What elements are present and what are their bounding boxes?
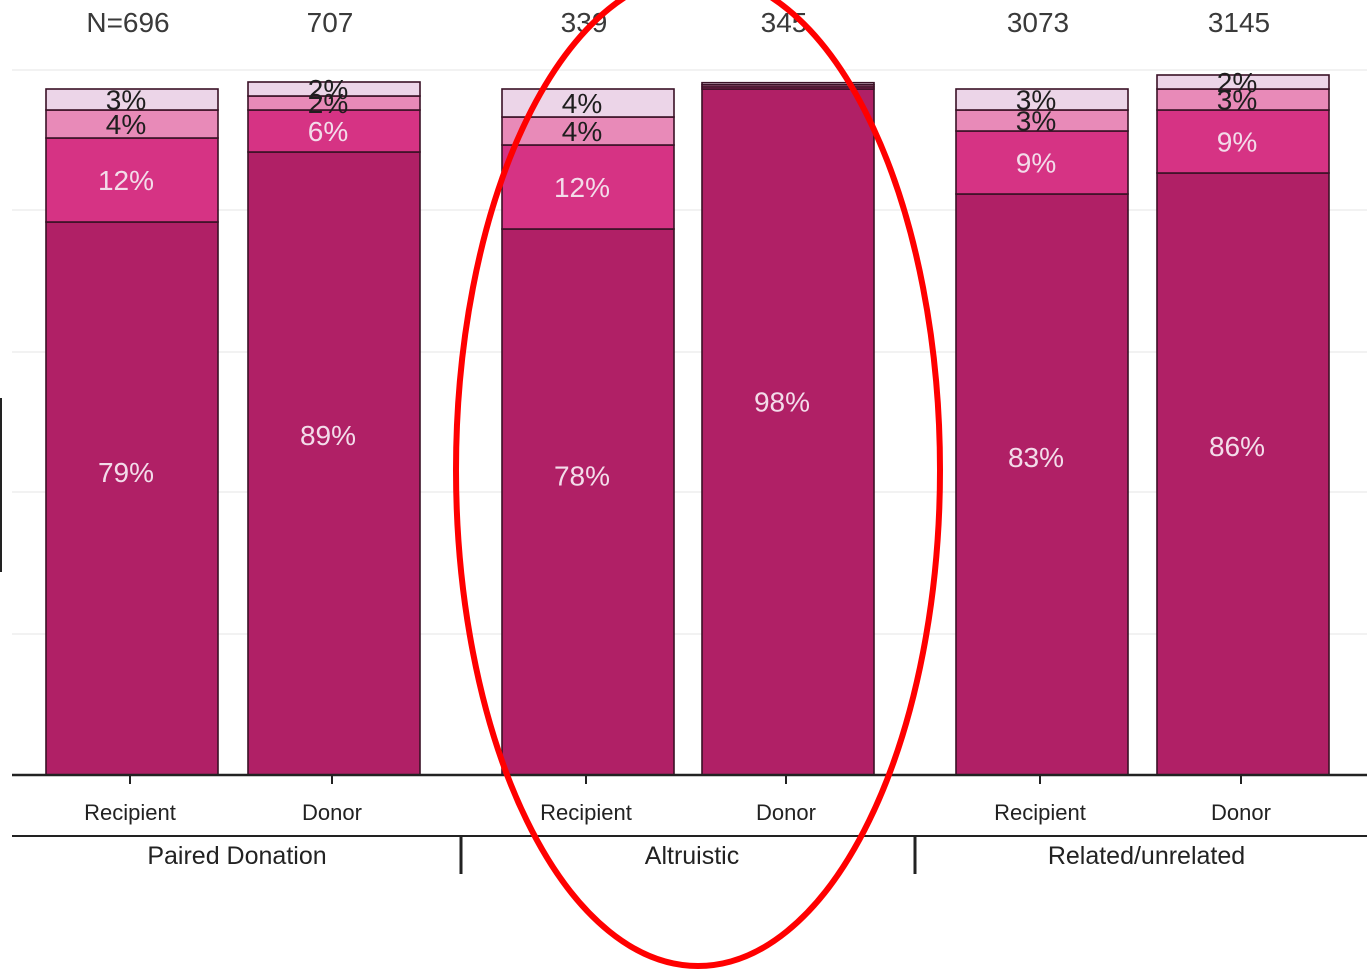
group-label: Paired Donation	[147, 842, 326, 870]
bar-segment	[45, 221, 219, 776]
bar-segment	[501, 116, 675, 146]
data-label: 3%	[1016, 85, 1056, 116]
x-tick-label: Recipient	[84, 800, 176, 825]
sample-size-labels: N=696 707 339 345 3073 3145	[86, 7, 1270, 38]
bar-segment	[1156, 172, 1330, 776]
bar-segment	[955, 88, 1129, 111]
bar-segment	[1156, 109, 1330, 174]
sample-size-label: 3073	[1007, 7, 1069, 38]
data-label: 4%	[562, 88, 602, 119]
segment-labels: 79%12%4%3%89%6%2%2%78%12%4%4%98%83%9%3%3…	[98, 67, 1265, 492]
bar-segment	[501, 144, 675, 230]
bar-segment	[701, 81, 875, 86]
sample-size-label: 3145	[1208, 7, 1270, 38]
data-label: 89%	[300, 420, 356, 451]
data-label: 98%	[754, 386, 810, 417]
data-label: 12%	[554, 172, 610, 203]
data-label: 12%	[98, 165, 154, 196]
gridlines	[12, 69, 1367, 635]
bar-segment	[955, 130, 1129, 195]
bar-segment	[247, 151, 421, 776]
data-label: 3%	[1217, 85, 1257, 116]
bar-segment	[45, 88, 219, 111]
bar-segment	[955, 193, 1129, 776]
data-label: 3%	[1016, 106, 1056, 137]
bar-segment	[1156, 74, 1330, 90]
data-label: 4%	[562, 116, 602, 147]
group-label: Related/unrelated	[1048, 842, 1245, 870]
bar-segment	[501, 228, 675, 776]
data-label: 2%	[1217, 67, 1257, 98]
x-tick-label: Donor	[756, 800, 816, 825]
data-label: 83%	[1008, 442, 1064, 473]
bar-segment	[247, 81, 421, 97]
x-axis: Recipient Donor Recipient Donor Recipient Don…	[12, 773, 1367, 874]
highlight-ellipse	[453, 0, 943, 969]
x-tick-label: Recipient	[540, 800, 632, 825]
data-label: 9%	[1016, 148, 1056, 179]
data-label: 79%	[98, 457, 154, 488]
group-label: Altruistic	[645, 842, 739, 870]
bars	[45, 74, 1330, 776]
data-label: 2%	[308, 88, 348, 119]
data-label: 4%	[106, 109, 146, 140]
sample-size-label: N=696	[86, 7, 169, 38]
x-tick-label: Recipient	[994, 800, 1086, 825]
data-label: 86%	[1209, 431, 1265, 462]
data-label: 3%	[106, 85, 146, 116]
highlight-ellipse-shape	[453, 0, 943, 969]
data-label: 2%	[308, 74, 348, 105]
sample-size-label: 707	[307, 7, 354, 38]
data-label: 6%	[308, 116, 348, 147]
x-tick-label: Donor	[1211, 800, 1271, 825]
x-tick-label: Donor	[302, 800, 362, 825]
bar-segment	[247, 109, 421, 153]
bar-segment	[701, 88, 875, 776]
data-label: 9%	[1217, 127, 1257, 158]
bar-segment	[45, 137, 219, 223]
data-label: 78%	[554, 461, 610, 492]
bar-segment	[45, 109, 219, 139]
